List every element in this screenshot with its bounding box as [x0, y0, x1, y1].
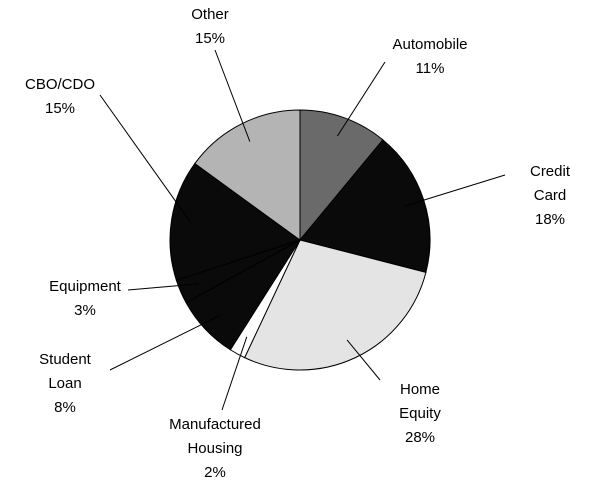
leader-line: [99, 94, 192, 224]
slice-value-label: 8%: [54, 399, 76, 416]
leader-line: [404, 174, 506, 207]
leader-line: [127, 283, 199, 291]
leader-line: [346, 339, 381, 381]
leader-line: [214, 49, 251, 142]
pie-slice: [194, 109, 301, 241]
slice-value-label: 3%: [74, 302, 96, 319]
slice-label: Equipment: [49, 278, 122, 295]
pie-slice: [243, 239, 427, 371]
slice-label: Automobile: [392, 36, 467, 53]
slice-value-label: 2%: [204, 464, 226, 481]
leader-line: [221, 336, 248, 411]
leader-line: [337, 61, 386, 137]
slice-value-label: 15%: [195, 30, 225, 47]
slice-label: Other: [191, 6, 229, 23]
pie-slice: [169, 162, 302, 281]
slice-value-label: 18%: [535, 211, 565, 228]
slice-value-label: 28%: [405, 429, 435, 446]
pie-slice: [299, 109, 384, 242]
slice-value-label: 11%: [416, 60, 445, 77]
slice-label: Home Equity: [399, 381, 441, 422]
slice-label: Manufactured Housing: [169, 416, 261, 457]
leader-line: [109, 315, 220, 371]
slice-label: Student Loan: [39, 351, 92, 392]
slice-label: CBO/CDO: [25, 76, 95, 93]
slice-value-label: 15%: [45, 100, 75, 117]
slice-label: Credit Card: [530, 163, 571, 204]
